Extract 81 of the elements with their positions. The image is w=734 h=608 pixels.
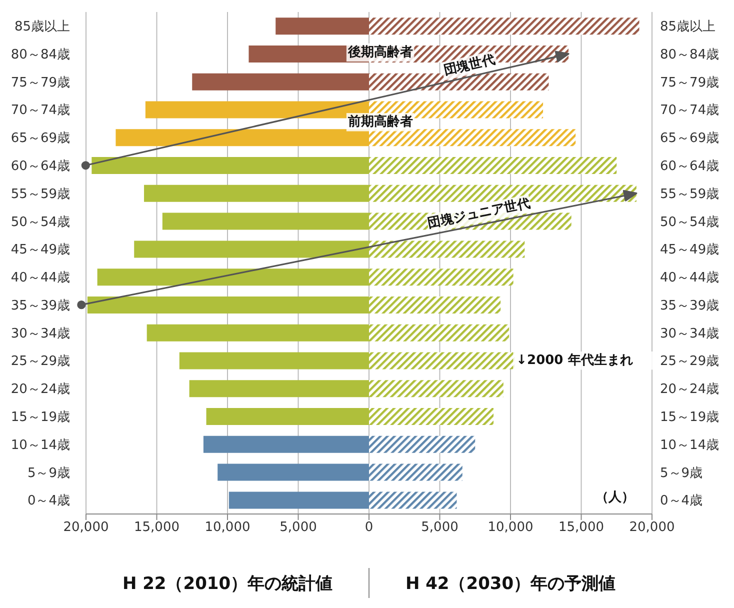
x-tick-label: 20,000 <box>63 520 109 536</box>
bar <box>218 464 369 481</box>
y-tick-label: 5～9歳 <box>660 466 703 481</box>
category-label: 45～49歳 <box>10 242 70 258</box>
y-tick-label: 80～84歳 <box>660 47 720 62</box>
bar <box>369 436 476 453</box>
category-label: 75～79歳 <box>10 75 70 90</box>
bar <box>192 73 369 90</box>
y-tick-label: 70～74歳 <box>660 103 720 118</box>
category-label: 55～59歳 <box>10 186 70 202</box>
y-tick-label: 45～49歳 <box>660 242 720 258</box>
bar <box>87 296 369 314</box>
category-label: 5～9歳 <box>27 466 70 481</box>
category-label: 50～54歳 <box>10 214 70 230</box>
category-label: 30～34歳 <box>10 326 70 342</box>
y-tick-label: 50～54歳 <box>660 214 720 230</box>
category-label: 40～44歳 <box>10 270 70 286</box>
x-tick-label: 20,000 <box>629 520 675 536</box>
y-tick-label: 35～39歳 <box>660 298 720 314</box>
bar <box>203 436 369 453</box>
bar <box>369 324 510 342</box>
bar <box>369 157 617 174</box>
y-tick-label: 75～79歳 <box>660 75 720 90</box>
y-tick-label: 65～69歳 <box>660 131 720 146</box>
bar <box>146 324 369 342</box>
bar <box>134 240 369 258</box>
bar <box>206 408 369 426</box>
x-tick-label: 5,000 <box>421 520 458 536</box>
category-label: 70～74歳 <box>10 103 70 118</box>
bar <box>369 380 504 398</box>
bar <box>189 380 369 398</box>
bar <box>97 268 369 286</box>
y-tick-label: 25～29歳 <box>660 354 720 370</box>
y-tick-label: 20～24歳 <box>660 382 720 398</box>
category-label: 35～39歳 <box>10 298 70 314</box>
annotation: （人） <box>596 490 635 505</box>
bar <box>116 129 369 146</box>
category-label: 60～64歳 <box>10 159 70 174</box>
category-label: 25～29歳 <box>10 354 70 370</box>
x-tick-label: 15,000 <box>134 520 180 536</box>
bar <box>228 492 369 509</box>
x-tick-label: 0 <box>364 520 374 536</box>
y-tick-label: 55～59歳 <box>660 186 720 202</box>
bar <box>369 492 457 509</box>
annotation: ↓2000 年代生まれ <box>516 353 633 368</box>
category-label: 15～19歳 <box>10 410 70 426</box>
y-tick-label: 15～19歳 <box>660 410 720 426</box>
bar <box>92 157 369 174</box>
bar <box>369 268 514 286</box>
y-tick-label: 40～44歳 <box>660 270 720 286</box>
category-label: 85歳以上 <box>14 20 70 35</box>
y-tick-label: 30～34歳 <box>660 326 720 342</box>
text: H 22（2010）年の統計値 <box>122 574 333 594</box>
annotation: 団塊ジュニア世代 <box>426 196 532 232</box>
bar <box>276 18 369 35</box>
category-label: 10～14歳 <box>10 438 70 453</box>
annotation: 前期高齢者 <box>346 114 413 130</box>
y-tick-label: 0～4歳 <box>660 494 703 509</box>
text: H 42（2030）年の予測値 <box>405 574 616 594</box>
annotation: 後期高齢者 <box>346 44 413 60</box>
bar <box>369 296 501 314</box>
x-tick-label: 15,000 <box>558 520 604 536</box>
x-tick-label: 5,000 <box>280 520 317 536</box>
bar <box>369 464 462 481</box>
bar <box>369 240 525 258</box>
bar <box>162 212 369 230</box>
category-label: 20～24歳 <box>10 382 70 398</box>
y-tick-label: 10～14歳 <box>660 438 720 453</box>
category-label: 80～84歳 <box>10 47 70 62</box>
x-tick-label: 10,000 <box>204 520 250 536</box>
category-label: 0～4歳 <box>27 494 70 509</box>
annotation: 団塊世代 <box>442 52 496 79</box>
y-tick-label: 60～64歳 <box>660 159 720 174</box>
bar <box>179 352 369 370</box>
bar <box>144 184 369 202</box>
bar <box>369 408 494 426</box>
bar <box>369 129 576 146</box>
category-label: 65～69歳 <box>10 131 70 146</box>
bar <box>369 18 640 35</box>
x-tick-label: 10,000 <box>488 520 534 536</box>
y-tick-label: 85歳以上 <box>660 20 716 35</box>
